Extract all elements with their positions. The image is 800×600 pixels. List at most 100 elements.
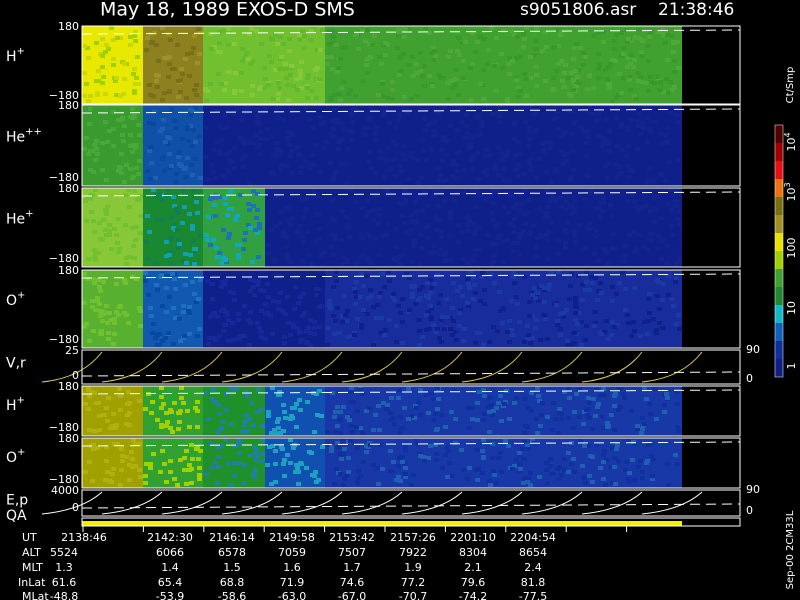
heatmap-cell [557, 407, 562, 411]
heatmap-cell [104, 406, 109, 410]
heatmap-cell [327, 299, 332, 303]
heatmap-cell [411, 244, 416, 248]
heatmap-cell [525, 425, 530, 429]
heatmap-cell [432, 282, 437, 286]
heatmap-cell [89, 390, 94, 394]
heatmap-cell [393, 227, 398, 231]
heatmap-cell [516, 174, 521, 178]
heatmap-cell [340, 314, 345, 318]
heatmap-cell [518, 55, 523, 59]
heatmap-cell [352, 333, 357, 337]
heatmap-cell [176, 427, 181, 431]
heatmap-cell [153, 261, 158, 265]
file-name: s9051806.asr [520, 0, 636, 20]
heatmap-cell [551, 401, 556, 405]
colorbar-step [775, 269, 783, 287]
heatmap-cell [313, 68, 318, 72]
heatmap-cell [584, 408, 589, 412]
heatmap-cell [437, 336, 442, 340]
heatmap-cell [665, 126, 670, 130]
heatmap-cell [473, 291, 478, 295]
heatmap-cell [197, 473, 202, 477]
heatmap-cell [92, 391, 97, 395]
heatmap-cell [123, 223, 128, 227]
heatmap-cell [343, 45, 348, 49]
heatmap-cell [196, 27, 201, 31]
heatmap-cell [598, 201, 603, 205]
heatmap-cell [159, 406, 164, 410]
heatmap-cell [665, 244, 670, 248]
heatmap-cell [478, 247, 483, 251]
heatmap-cell [476, 467, 481, 471]
heatmap-cell [242, 106, 247, 110]
heatmap-cell [338, 98, 343, 102]
heatmap-cell [638, 459, 643, 463]
heatmap-cell [134, 143, 139, 147]
heatmap-cell [375, 194, 380, 198]
heatmap-cell [215, 109, 220, 113]
heatmap-cell [155, 85, 160, 89]
heatmap-cell [451, 319, 456, 323]
heatmap-cell [303, 160, 308, 164]
heatmap-cell [641, 126, 646, 130]
heatmap-cell [501, 260, 506, 264]
heatmap-cell [620, 148, 625, 152]
heatmap-cell [250, 93, 255, 97]
heatmap-cell [582, 444, 587, 448]
heatmap-cell [317, 77, 322, 81]
heatmap-cell [353, 302, 358, 306]
heatmap-cell [137, 159, 142, 163]
heatmap-cell [342, 447, 347, 451]
heatmap-cell [111, 127, 116, 131]
heatmap-cell [371, 208, 376, 212]
heatmap-cell [216, 50, 221, 54]
heatmap-cell [224, 392, 229, 396]
heatmap-cell [481, 388, 486, 392]
heatmap-cell [364, 444, 369, 448]
heatmap-cell [422, 64, 427, 68]
heatmap-cell [455, 128, 460, 132]
heatmap-cell [614, 175, 619, 179]
heatmap-cell [500, 321, 505, 325]
heatmap-cell [462, 327, 467, 331]
heatmap-cell [258, 130, 263, 134]
heatmap-cell [215, 140, 220, 144]
heatmap-cell [313, 213, 318, 217]
heatmap-cell [96, 401, 101, 405]
heatmap-cell [300, 29, 305, 33]
heatmap-cell [445, 81, 450, 85]
heatmap-cell [127, 205, 132, 209]
heatmap-cell [637, 112, 642, 116]
heatmap-cell [176, 211, 181, 215]
heatmap-cell [674, 277, 679, 281]
heatmap-cell [566, 470, 571, 474]
heatmap-cell [131, 175, 136, 179]
heatmap-cell [371, 343, 376, 347]
heatmap-cell [382, 175, 387, 179]
heatmap-cell [428, 278, 433, 282]
heatmap-cell [298, 171, 303, 175]
heatmap-cell [534, 47, 539, 51]
heatmap-cell [648, 412, 653, 416]
heatmap-cell [665, 462, 670, 466]
heatmap-cell [222, 114, 227, 118]
heatmap-cell [250, 260, 255, 264]
heatmap-cell [210, 388, 215, 392]
heatmap-cell [252, 475, 257, 479]
heatmap-cell [376, 253, 381, 257]
heatmap-cell [137, 442, 142, 446]
heatmap-cell [119, 468, 124, 472]
heatmap-cell [506, 149, 511, 153]
heatmap-cell [673, 453, 678, 457]
row-label: ALT [22, 546, 41, 559]
heatmap-cell [307, 166, 312, 170]
heatmap-cell [454, 163, 459, 167]
heatmap-cell [425, 281, 430, 285]
heatmap-cell [559, 417, 564, 421]
heatmap-cell [465, 261, 470, 265]
heatmap-cell [612, 465, 617, 469]
heatmap-cell [563, 246, 568, 250]
heatmap-cell [420, 285, 425, 289]
heatmap-cell [178, 458, 183, 462]
heatmap-cell [425, 108, 430, 112]
